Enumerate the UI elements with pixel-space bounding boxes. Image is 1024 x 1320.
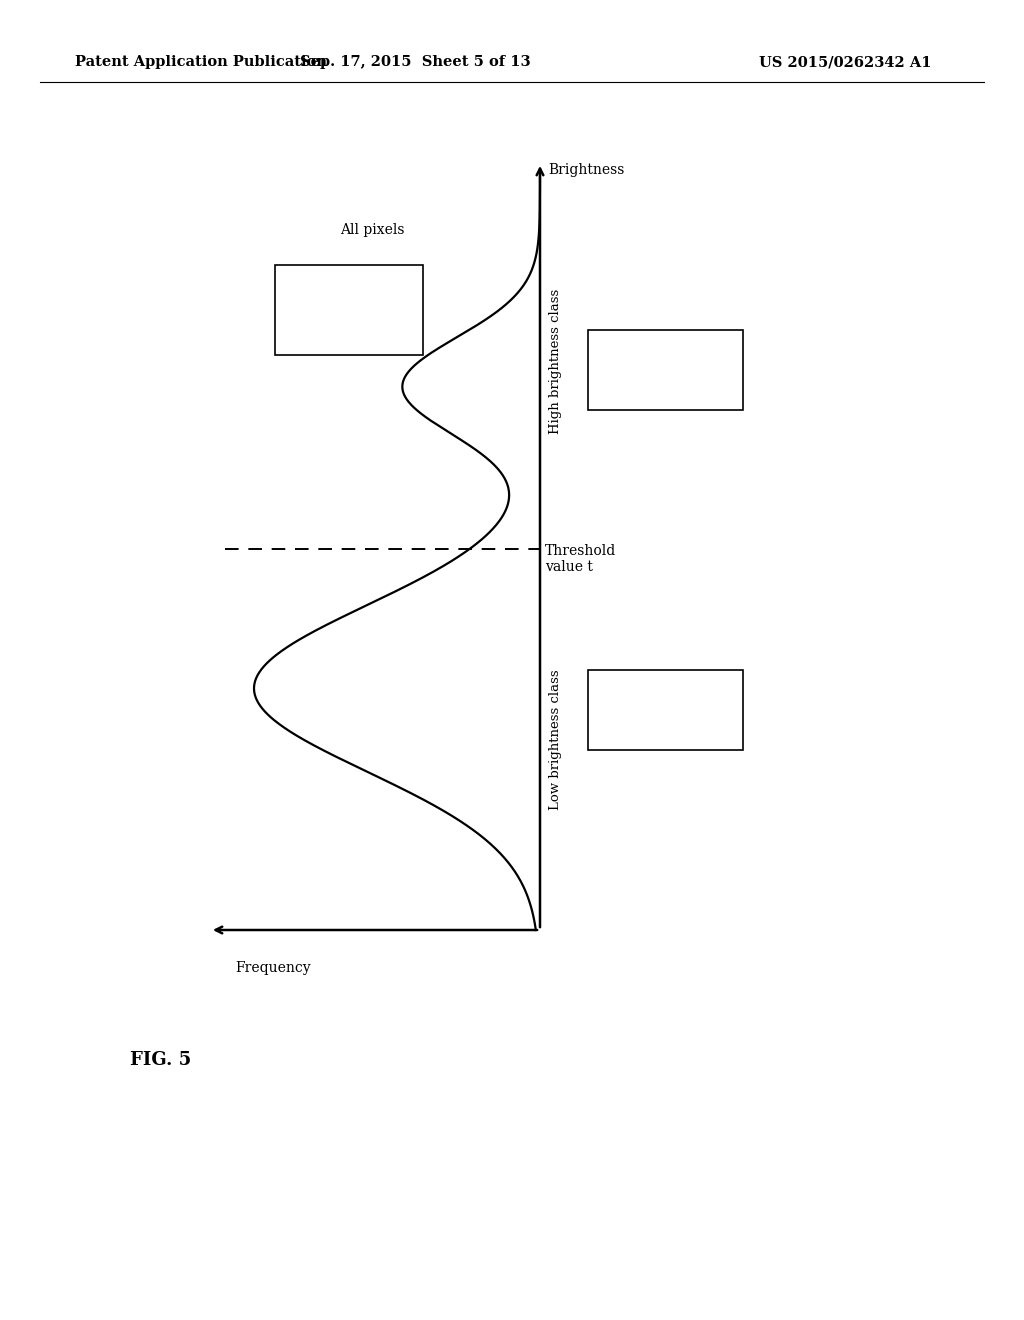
Text: Patent Application Publication: Patent Application Publication: [75, 55, 327, 69]
Text: Variance σ 2: Variance σ 2: [596, 387, 671, 400]
Text: Average mt: Average mt: [283, 310, 351, 323]
Text: Variance σt: Variance σt: [283, 330, 351, 342]
Text: Low brightness class: Low brightness class: [549, 669, 561, 809]
Text: Number of ω1: Number of ω1: [596, 676, 681, 689]
Text: pixels: pixels: [283, 292, 317, 305]
Text: Threshold
value t: Threshold value t: [545, 544, 616, 574]
Text: Variance σ 1: Variance σ 1: [596, 726, 671, 739]
Text: Brightness: Brightness: [548, 162, 625, 177]
Bar: [588, 671, 743, 750]
Text: US 2015/0262342 A1: US 2015/0262342 A1: [759, 55, 931, 69]
Text: Sep. 17, 2015  Sheet 5 of 13: Sep. 17, 2015 Sheet 5 of 13: [300, 55, 530, 69]
Text: FIG. 5: FIG. 5: [130, 1051, 191, 1069]
Text: Number of ω2: Number of ω2: [596, 335, 681, 348]
Bar: [588, 330, 743, 411]
Text: High brightness class: High brightness class: [549, 289, 561, 434]
Text: Number of ωt: Number of ωt: [283, 272, 366, 285]
Text: Average m1: Average m1: [596, 710, 667, 722]
Text: Average m2: Average m2: [596, 370, 667, 383]
Text: All pixels: All pixels: [340, 223, 404, 238]
Bar: [275, 265, 423, 355]
Text: pixels: pixels: [596, 693, 631, 705]
Text: pixels: pixels: [596, 352, 631, 366]
Text: Frequency: Frequency: [234, 961, 310, 975]
